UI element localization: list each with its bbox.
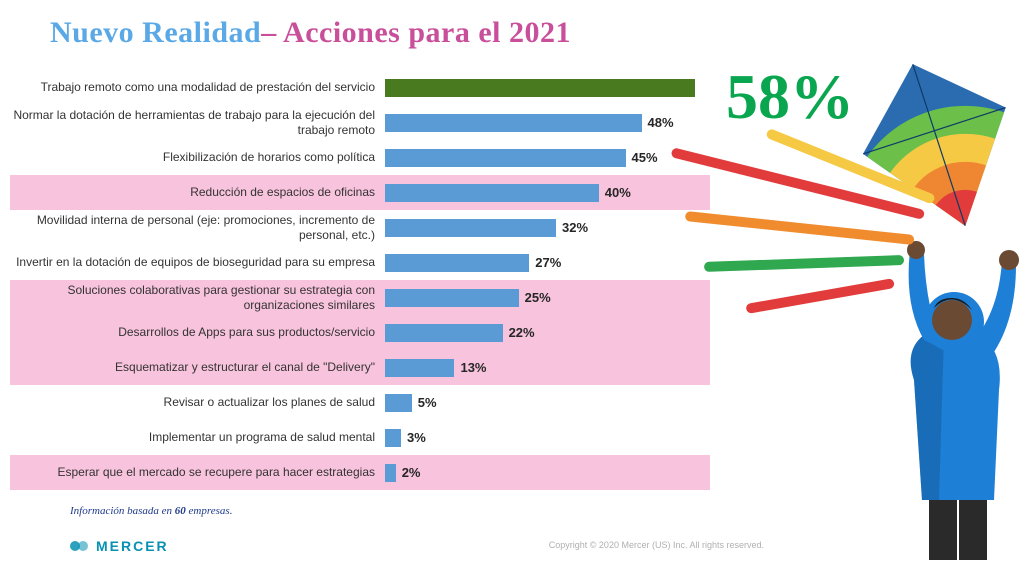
chart-row-value: 25% xyxy=(525,290,551,305)
chart-bar xyxy=(385,149,626,167)
chart-bar xyxy=(385,394,412,412)
chart-row-value: 45% xyxy=(632,150,658,165)
actions-bar-chart: Trabajo remoto como una modalidad de pre… xyxy=(10,70,710,490)
chart-bar xyxy=(385,289,519,307)
chart-row-label: Movilidad interna de personal (eje: prom… xyxy=(10,213,385,242)
chart-row: Revisar o actualizar los planes de salud… xyxy=(10,385,710,420)
mercer-logo: MERCER xyxy=(70,538,169,554)
chart-bar-area: 5% xyxy=(385,385,710,420)
chart-row-value: 13% xyxy=(460,360,486,375)
chart-row: Reducción de espacios de oficinas 40% xyxy=(10,175,710,210)
chart-bar xyxy=(385,114,642,132)
chart-row-label: Normar la dotación de herramientas de tr… xyxy=(10,108,385,137)
footnote-count: 60 xyxy=(175,505,186,517)
chart-bar-area: 48% xyxy=(385,105,710,140)
chart-bar xyxy=(385,254,529,272)
chart-bar-area: 45% xyxy=(385,140,710,175)
copyright-text: Copyright © 2020 Mercer (US) Inc. All ri… xyxy=(549,540,764,550)
chart-bar-area: 3% xyxy=(385,420,710,455)
chart-row: Trabajo remoto como una modalidad de pre… xyxy=(10,70,710,105)
chart-row-label: Invertir en la dotación de equipos de bi… xyxy=(10,255,385,269)
chart-row-label: Soluciones colaborativas para gestionar … xyxy=(10,283,385,312)
chart-row-label: Esquematizar y estructurar el canal de "… xyxy=(10,360,385,374)
title-part-2: Acciones para el 2021 xyxy=(283,16,571,49)
chart-row: Esperar que el mercado se recupere para … xyxy=(10,455,710,490)
kite-ribbon xyxy=(704,255,904,272)
chart-bar xyxy=(385,429,401,447)
footnote-suffix: empresas. xyxy=(186,505,233,517)
chart-row: Esquematizar y estructurar el canal de "… xyxy=(10,350,710,385)
chart-bar xyxy=(385,79,695,97)
mercer-logo-icon xyxy=(70,539,90,553)
chart-row: Invertir en la dotación de equipos de bi… xyxy=(10,245,710,280)
chart-row-label: Reducción de espacios de oficinas xyxy=(10,185,385,199)
chart-row-value: 2% xyxy=(402,465,421,480)
chart-row-label: Esperar que el mercado se recupere para … xyxy=(10,465,385,479)
chart-row-label: Flexibilización de horarios como polític… xyxy=(10,150,385,164)
chart-row-value: 27% xyxy=(535,255,561,270)
chart-row-value: 32% xyxy=(562,220,588,235)
decorative-illustration xyxy=(804,60,1024,560)
chart-row: Soluciones colaborativas para gestionar … xyxy=(10,280,710,315)
chart-bar-area xyxy=(385,70,710,105)
chart-bar xyxy=(385,359,454,377)
chart-row-value: 22% xyxy=(509,325,535,340)
title-part-1: Nuevo Realidad xyxy=(50,16,261,49)
chart-bar xyxy=(385,219,556,237)
chart-bar-area: 25% xyxy=(385,280,710,315)
chart-row-value: 5% xyxy=(418,395,437,410)
chart-row: Movilidad interna de personal (eje: prom… xyxy=(10,210,710,245)
mercer-logo-text: MERCER xyxy=(96,538,169,554)
chart-bar xyxy=(385,184,599,202)
kite-ribbon xyxy=(685,211,915,245)
child-figure-icon xyxy=(844,240,1024,560)
chart-bar-area: 22% xyxy=(385,315,710,350)
chart-row-value: 3% xyxy=(407,430,426,445)
kite-ribbon xyxy=(765,128,936,205)
chart-row: Flexibilización de horarios como polític… xyxy=(10,140,710,175)
chart-row: Normar la dotación de herramientas de tr… xyxy=(10,105,710,140)
footnote: Información basada en 60 empresas. xyxy=(70,505,232,517)
chart-row-value: 40% xyxy=(605,185,631,200)
chart-bar-area: 40% xyxy=(385,175,710,210)
chart-bar-area: 27% xyxy=(385,245,710,280)
headline-percent: 58% xyxy=(726,60,854,134)
title-dash: – xyxy=(261,16,283,49)
chart-row: Desarrollos de Apps para sus productos/s… xyxy=(10,315,710,350)
chart-row-value: 48% xyxy=(648,115,674,130)
chart-row-label: Implementar un programa de salud mental xyxy=(10,430,385,444)
footnote-prefix: Información basada en xyxy=(70,505,175,517)
kite-icon xyxy=(841,41,1024,249)
chart-row-label: Revisar o actualizar los planes de salud xyxy=(10,395,385,409)
chart-row: Implementar un programa de salud mental 3… xyxy=(10,420,710,455)
chart-bar xyxy=(385,324,503,342)
chart-bar-area: 2% xyxy=(385,455,710,490)
chart-bar-area: 32% xyxy=(385,210,710,245)
chart-row-label: Trabajo remoto como una modalidad de pre… xyxy=(10,80,385,94)
slide-title: Nuevo Realidad– Acciones para el 2021 xyxy=(50,16,571,50)
kite-ribbon xyxy=(745,278,894,314)
chart-bar-area: 13% xyxy=(385,350,710,385)
chart-row-label: Desarrollos de Apps para sus productos/s… xyxy=(10,325,385,339)
chart-bar xyxy=(385,464,396,482)
